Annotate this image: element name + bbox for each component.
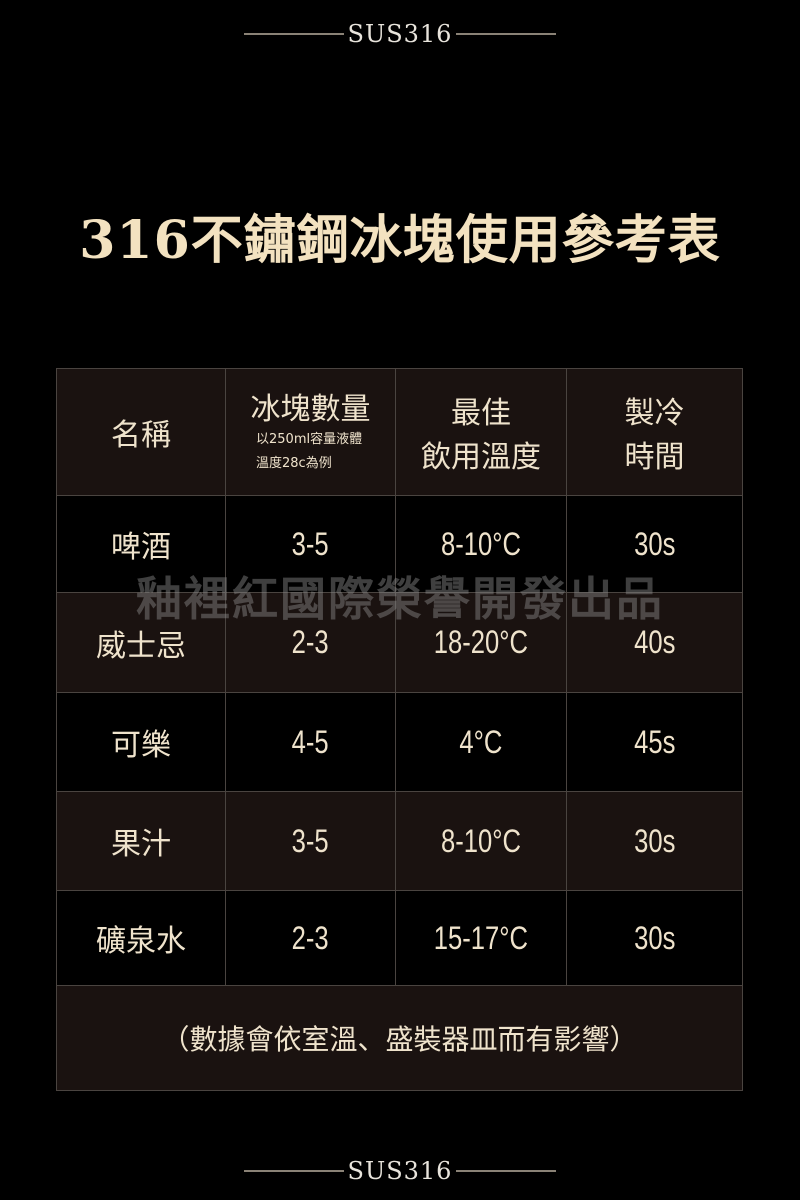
cell-count: 3-5: [292, 822, 329, 859]
header-temp-line: 飲用溫度: [421, 440, 541, 475]
cell-count: 4-5: [292, 723, 329, 760]
cell-temp: 8-10°C: [441, 525, 521, 562]
page-title: 316不鏽鋼冰塊使用參考表: [79, 210, 721, 271]
divider: [243, 1170, 344, 1172]
header-temp-line: 最佳: [451, 396, 511, 431]
top-label: SUS316: [0, 20, 800, 48]
table-row: 威士忌 2-3 18-20°C 40s: [56, 592, 743, 693]
divider: [456, 1170, 557, 1172]
header-time-line: 製冷: [624, 396, 685, 431]
table-header: 名稱 冰塊數量 以250ml容量液體 溫度28c為例 最佳飲用溫度 製冷時間: [56, 368, 743, 496]
cell-temp: 15-17°C: [433, 919, 529, 956]
header-temp: 最佳 飲用溫度: [395, 368, 567, 496]
divider: [243, 33, 344, 35]
cell-name: 可樂: [56, 692, 226, 792]
header-count: 冰塊數量 以250ml容量液體 溫度28c為例: [225, 368, 396, 496]
table-row: 可樂 4-5 4°C 45s: [56, 692, 743, 792]
header-time-line: 時間: [624, 440, 685, 475]
cell-time: 40s: [633, 624, 676, 660]
bottom-label-text: SUS316: [347, 1157, 453, 1185]
footnote: （數據會依室溫、盛裝器皿而有影響）: [56, 985, 743, 1091]
table-row: 礦泉水 2-3 15-17°C 30s: [56, 890, 743, 986]
cell-time: 45s: [633, 723, 676, 760]
cell-time: 30s: [633, 525, 676, 562]
cell-count: 3-5: [292, 525, 329, 562]
cell-name: 礦泉水: [56, 890, 226, 986]
top-label-text: SUS316: [347, 20, 453, 48]
header-count-note: 以250ml容量液體: [256, 432, 363, 447]
divider: [456, 33, 557, 35]
cell-count: 2-3: [292, 919, 329, 956]
table-row: 啤酒 3-5 8-10°C 30s: [56, 495, 743, 593]
cell-temp: 8-10°C: [441, 822, 521, 859]
header-time: 製冷 時間: [566, 368, 743, 496]
bottom-label: SUS316: [0, 1157, 800, 1185]
cell-name: 威士忌: [56, 592, 226, 693]
cell-name: 果汁: [56, 791, 226, 891]
cell-name: 啤酒: [56, 495, 226, 593]
cell-temp: 4°C: [459, 723, 503, 760]
table-footnote-row: （數據會依室溫、盛裝器皿而有影響）: [56, 985, 743, 1091]
table-row: 果汁 3-5 8-10°C 30s: [56, 791, 743, 891]
header-name: 名稱: [56, 368, 226, 496]
cell-count: 2-3: [292, 624, 329, 660]
cell-temp: 18-20°C: [433, 624, 529, 660]
header-count-label: 冰塊數量: [250, 392, 371, 427]
cell-time: 30s: [633, 919, 676, 956]
header-count-note: 溫度28c為例: [256, 456, 332, 471]
cell-time: 30s: [633, 822, 676, 859]
reference-table: 名稱 冰塊數量 以250ml容量液體 溫度28c為例 最佳飲用溫度 製冷時間 啤…: [56, 368, 743, 1091]
